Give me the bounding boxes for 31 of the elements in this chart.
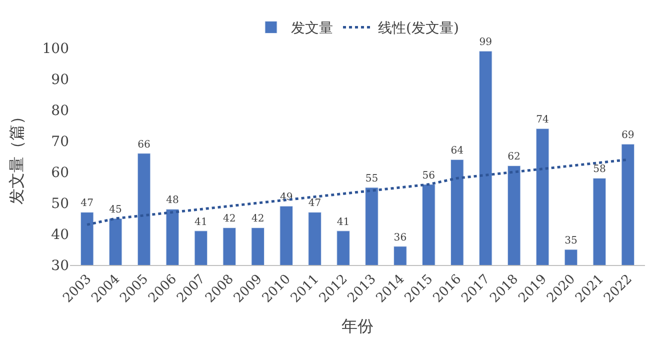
data-label: 36: [394, 232, 407, 244]
legend-label: 线性(发文量): [378, 20, 459, 37]
y-tick-label: 30: [51, 258, 69, 274]
data-label: 58: [593, 164, 606, 176]
data-label: 66: [138, 139, 150, 150]
y-tick-label: 90: [51, 72, 69, 88]
data-label: 62: [508, 152, 520, 163]
data-label: 99: [479, 37, 492, 48]
x-axis-title: 年份: [342, 316, 374, 336]
data-label: 42: [251, 214, 264, 225]
y-axis-title: 发文量（篇）: [7, 108, 26, 204]
data-label: 64: [450, 146, 464, 157]
y-tick-label: 60: [51, 164, 69, 181]
y-tick-label: 80: [51, 102, 69, 119]
data-label: 41: [194, 216, 208, 228]
data-label: 41: [336, 216, 350, 228]
legend-label: 发文量: [291, 20, 333, 37]
data-label: 55: [365, 173, 378, 184]
y-tick-label: 70: [51, 134, 69, 150]
data-label: 35: [564, 235, 578, 246]
y-tick-label: 40: [51, 226, 69, 243]
y-tick-label: 50: [51, 196, 69, 212]
data-label: 47: [80, 198, 94, 210]
y-tick-label: 100: [42, 40, 69, 57]
data-label: 42: [223, 214, 236, 225]
data-label: 45: [109, 204, 122, 216]
data-label: 56: [422, 170, 436, 182]
data-label: 47: [308, 198, 322, 210]
data-label: 69: [622, 130, 634, 142]
data-label: 74: [536, 114, 549, 126]
data-label: 48: [166, 195, 179, 206]
